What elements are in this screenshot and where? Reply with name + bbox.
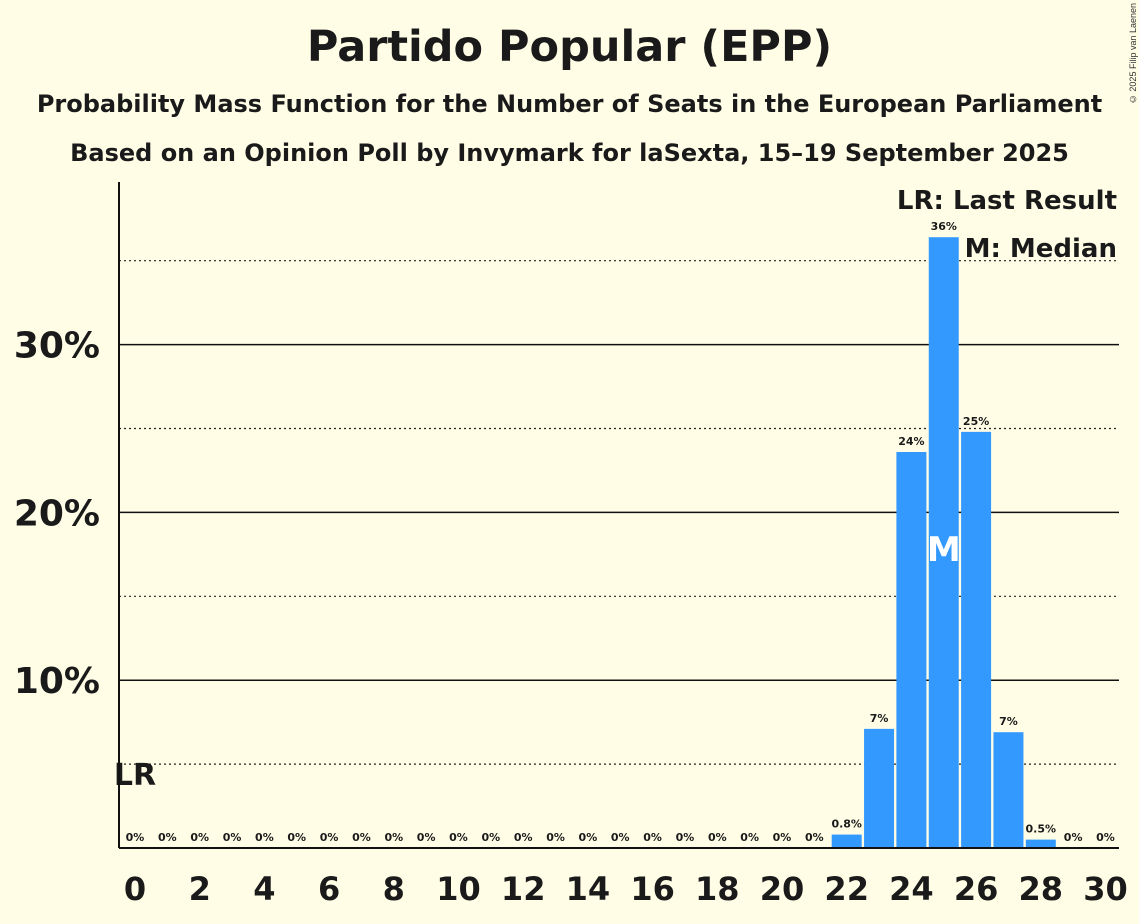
bar-value-label: 0% [482,831,501,844]
x-tick-label: 20 [760,870,805,908]
bar-value-label: 0% [708,831,727,844]
x-tick-label: 2 [189,870,211,908]
legend-last-result: LR: Last Result [897,186,1117,216]
y-tick-label: 20% [14,493,100,534]
bar-value-label: 0% [579,831,598,844]
median-marker: M [927,530,961,570]
bar-value-label: 0% [126,831,145,844]
x-tick-label: 18 [695,870,740,908]
x-tick-label: 26 [954,870,999,908]
bar-value-label: 0% [643,831,662,844]
x-tick-label: 8 [383,870,405,908]
bar-value-label: 0% [1096,831,1115,844]
bar-value-label: 0% [514,831,533,844]
bar-value-label: 0% [1064,831,1083,844]
bar-value-label: 7% [870,712,889,725]
bar-value-label: 0% [320,831,339,844]
x-tick-label: 4 [253,870,275,908]
x-tick-label: 24 [889,870,934,908]
chart-subtitle: Probability Mass Function for the Number… [36,90,1103,118]
bar [896,451,927,848]
bar-value-label: 0% [773,831,792,844]
bar [928,237,959,848]
bar-value-label: 0% [287,831,306,844]
bar-value-label: 0.5% [1026,823,1057,836]
bar-value-label: 0% [805,831,824,844]
bar-value-label: 0% [384,831,403,844]
bar-value-label: 0% [417,831,436,844]
bar [993,732,1024,848]
bar-value-label: 0% [611,831,630,844]
bar [961,431,992,848]
bar-value-label: 0.8% [831,818,862,831]
x-tick-label: 30 [1083,870,1128,908]
x-tick-label: 16 [630,870,675,908]
bar-value-label: 0% [255,831,274,844]
x-tick-label: 22 [824,870,869,908]
last-result-marker: LR [114,758,156,793]
bar-value-label: 0% [352,831,371,844]
bar-value-label: 0% [449,831,468,844]
bar-value-label: 24% [898,435,924,448]
bar-value-label: 36% [931,220,957,233]
x-tick-label: 14 [566,870,611,908]
bar-value-label: 0% [546,831,565,844]
chart-title: Partido Popular (EPP) [306,22,833,72]
bar [831,834,862,848]
bar-value-label: 0% [190,831,209,844]
bar [864,728,895,848]
legend-median: M: Median [965,234,1117,264]
bar-value-label: 7% [999,715,1018,728]
y-tick-label: 10% [14,661,100,702]
y-tick-label: 30% [14,326,100,367]
x-tick-label: 12 [501,870,546,908]
x-tick-label: 10 [436,870,481,908]
x-tick-label: 6 [318,870,340,908]
bar [1025,839,1056,848]
bar-value-label: 0% [676,831,695,844]
bar-value-label: 0% [223,831,242,844]
x-tick-label: 28 [1019,870,1064,908]
bar-value-label: 0% [740,831,759,844]
x-tick-label: 0 [124,870,146,908]
chart-source: Based on an Opinion Poll by Invymark for… [70,139,1069,167]
bar-value-label: 25% [963,415,989,428]
bar-value-label: 0% [158,831,177,844]
